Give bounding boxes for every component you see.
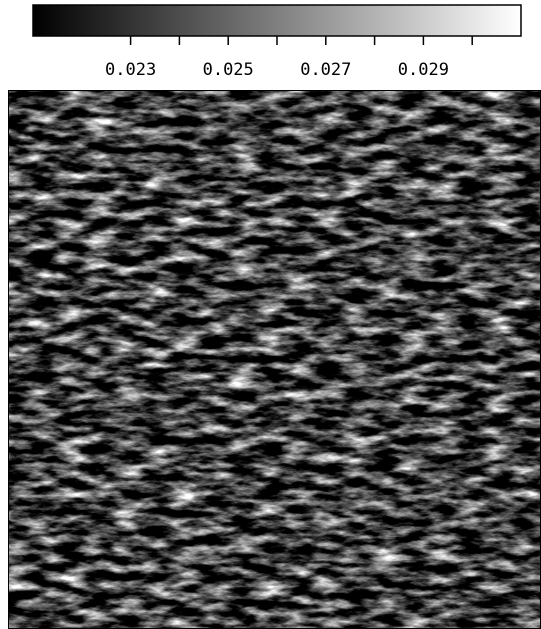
colorbar-tick-label: 0.023	[105, 60, 156, 80]
page: 0.023 0.025 0.027 0.029	[0, 0, 541, 629]
colorbar	[33, 5, 521, 36]
colorbar-tick-label: 0.027	[300, 60, 351, 80]
heatmap-image	[9, 91, 540, 628]
colorbar-axis: 0.023 0.025 0.027 0.029	[105, 36, 472, 80]
colorbar-tick-label: 0.025	[203, 60, 254, 80]
colorbar-tick-label: 0.029	[398, 60, 449, 80]
